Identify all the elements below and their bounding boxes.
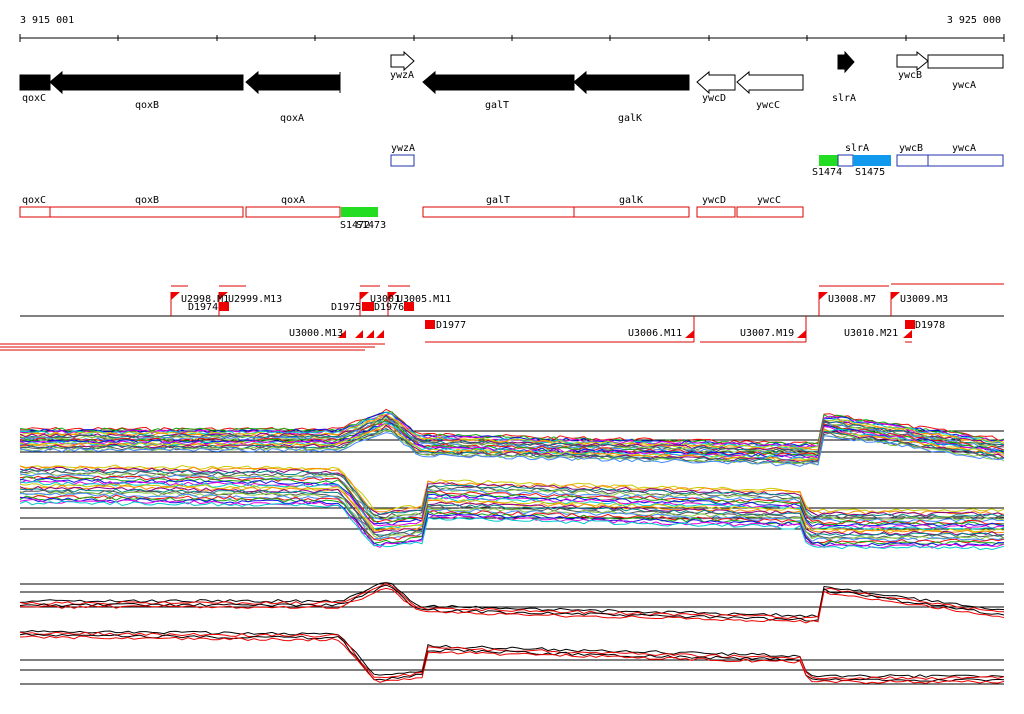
trace — [19, 473, 1005, 523]
trace — [19, 408, 1005, 446]
start-coord: 3 915 001 — [20, 15, 74, 26]
gene-label: qoxC — [22, 93, 46, 104]
feature-label: U3000.M13 — [289, 328, 343, 339]
feature-label: U2998.M1 — [181, 294, 229, 305]
gene-label: slrA — [832, 93, 856, 104]
track3-label: qoxA — [281, 195, 305, 206]
gene-label: ywcD — [702, 93, 726, 104]
feature-label: U3007.M19 — [740, 328, 794, 339]
gene-label: ywcC — [756, 100, 780, 111]
trace — [19, 629, 1005, 678]
trace — [19, 631, 1005, 680]
axis-ticks — [19, 34, 1005, 42]
trace — [19, 633, 1005, 682]
trace — [19, 464, 1005, 514]
trace — [19, 471, 1005, 522]
trace — [19, 466, 1005, 517]
track2-boxes — [390, 154, 1004, 167]
gene-label: qoxA — [280, 113, 304, 124]
track2-label: ywcA — [952, 143, 976, 154]
trace — [19, 429, 1005, 466]
trace — [19, 417, 1005, 455]
track3-label: S1472 — [340, 220, 370, 231]
end-coord: 3 925 000 — [947, 15, 1001, 26]
trace — [19, 420, 1005, 457]
trace — [19, 468, 1005, 519]
feature-markers — [171, 292, 915, 338]
trace — [19, 485, 1005, 536]
feature-label: U2999.M13 — [228, 294, 282, 305]
track2-label: ywzA — [391, 143, 415, 154]
track3-label: qoxC — [22, 195, 46, 206]
trace — [19, 495, 1005, 546]
feature-label: U3005.M11 — [397, 294, 451, 305]
track3-label: galK — [619, 195, 643, 206]
feature-label: U3001 — [370, 294, 400, 305]
gene-label: qoxB — [135, 100, 159, 111]
feature-label: D1977 — [436, 320, 466, 331]
trace — [19, 494, 1005, 544]
feature-label: U3009.M3 — [900, 294, 948, 305]
track3-boxes — [19, 206, 804, 218]
trace — [19, 418, 1005, 457]
feature-label: U3010.M21 — [844, 328, 898, 339]
feature-label: D1974 — [188, 302, 218, 313]
gene-arrows — [19, 50, 1004, 95]
trace — [19, 582, 1005, 618]
track3-label: S1473 — [356, 220, 386, 231]
track3-label: ywcD — [702, 195, 726, 206]
trace — [19, 481, 1005, 531]
feature-label: D1978 — [915, 320, 945, 331]
trace — [19, 500, 1005, 551]
trace — [19, 492, 1005, 543]
feature-label: D1976 — [374, 302, 404, 313]
track2-label: ywcB — [899, 143, 923, 154]
trace — [19, 476, 1005, 526]
trace — [19, 582, 1005, 620]
gene-label: ywcA — [952, 80, 976, 91]
trace — [19, 411, 1005, 448]
trace — [19, 424, 1005, 463]
trace — [19, 587, 1005, 624]
trace — [19, 490, 1005, 541]
track3-label: ywcC — [757, 195, 781, 206]
gene-label: ywzA — [390, 70, 414, 81]
trace — [19, 635, 1005, 685]
trace — [19, 489, 1005, 539]
feature-label: U3006.M11 — [628, 328, 682, 339]
expression-baselines — [20, 430, 1004, 685]
gene-label: galT — [485, 100, 509, 111]
gene-label: galK — [618, 113, 642, 124]
feature-label: U3008.M7 — [828, 294, 876, 305]
trace — [19, 420, 1005, 457]
trace — [19, 411, 1005, 447]
track2-label: S1474 — [812, 167, 842, 178]
expression-traces — [19, 408, 1005, 685]
trace — [19, 483, 1005, 533]
gene-label: ywcB — [898, 70, 922, 81]
track2-label: slrA — [845, 143, 869, 154]
trace — [19, 432, 1005, 467]
track3-label: qoxB — [135, 195, 159, 206]
trace — [19, 422, 1005, 459]
trace — [19, 470, 1005, 520]
feature-label: D1975 — [331, 302, 361, 313]
track2-label: S1475 — [855, 167, 885, 178]
track3-label: galT — [486, 195, 510, 206]
